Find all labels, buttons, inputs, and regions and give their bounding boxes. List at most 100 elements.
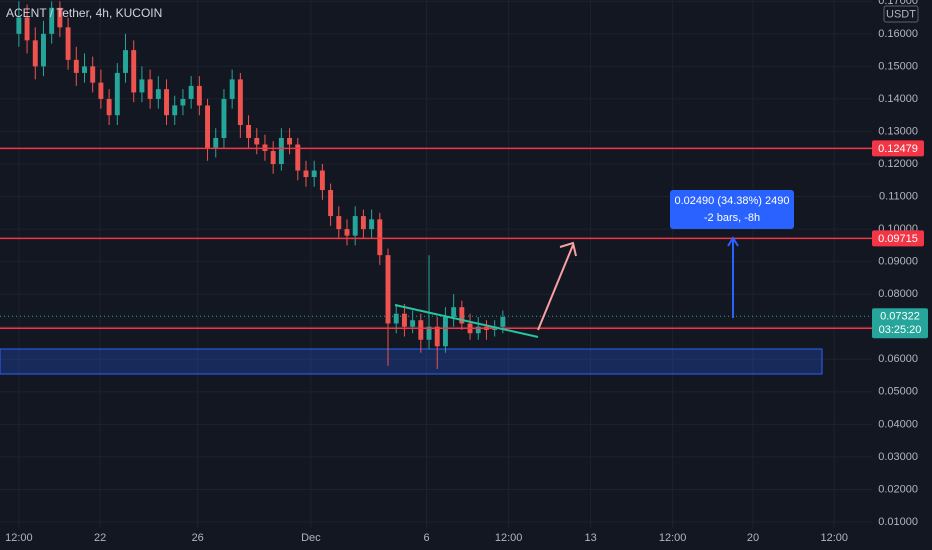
candle-body <box>352 216 358 236</box>
candle-body <box>451 307 457 317</box>
candle-body <box>426 326 432 340</box>
y-tick-label: 0.01000 <box>878 516 918 528</box>
candle-body <box>295 144 301 171</box>
candle-body <box>131 50 137 93</box>
y-tick-label: 0.08000 <box>878 288 918 300</box>
y-tick-label: 0.16000 <box>878 28 918 40</box>
candle-body <box>377 219 383 256</box>
candle-body <box>180 98 186 106</box>
x-tick-label: 22 <box>94 532 106 544</box>
currency: USDT <box>886 8 916 20</box>
candle-body <box>41 33 46 67</box>
y-tick-label: 0.15000 <box>878 60 918 72</box>
candle-body <box>287 137 293 145</box>
level-label: 0.09715 <box>878 233 918 245</box>
candle-body <box>98 82 104 99</box>
last-price-label: 0.07322 <box>880 311 920 323</box>
candle-body <box>221 98 227 138</box>
time-axis <box>0 528 872 550</box>
currency-box <box>883 5 919 23</box>
candle-body <box>24 17 30 41</box>
candle-body <box>344 229 350 236</box>
candle-body <box>90 66 96 83</box>
candle-body <box>82 66 87 73</box>
candle-body <box>172 105 178 116</box>
y-tick-label: 0.14000 <box>878 93 918 105</box>
y-tick-label: 0.02000 <box>878 483 918 495</box>
candle-body <box>459 307 465 324</box>
x-tick-label: Dec <box>301 532 321 544</box>
y-tick-label: 0.11000 <box>879 190 918 202</box>
candle-body <box>418 320 424 340</box>
x-tick-label: 20 <box>747 532 759 544</box>
y-tick-label: 0.12000 <box>878 158 918 170</box>
level-label: 0.12479 <box>878 143 918 155</box>
candle-body <box>442 316 448 347</box>
zone <box>0 348 823 375</box>
candle-body <box>311 170 317 178</box>
candle-body <box>385 255 391 324</box>
candle-body <box>147 79 153 99</box>
candle-body <box>196 85 202 106</box>
y-tick-label: 0.17000 <box>878 0 918 7</box>
candle-body <box>369 219 375 230</box>
candle-body <box>65 27 71 60</box>
candle-body <box>57 7 63 28</box>
candle-body <box>500 316 506 327</box>
candle-body <box>205 105 211 148</box>
y-tick-label: 0.13000 <box>878 125 918 137</box>
candle-body <box>401 313 407 327</box>
candle-body <box>229 79 235 99</box>
candle-body <box>49 7 55 34</box>
x-tick-label: 26 <box>192 532 204 544</box>
level-tag <box>872 140 924 157</box>
candle-body <box>139 79 145 93</box>
candle-body <box>246 124 252 138</box>
y-tick-label: 0.03000 <box>878 451 918 463</box>
candle-body <box>155 89 161 99</box>
candle-body <box>213 137 219 148</box>
candle-body <box>164 89 169 116</box>
candle-body <box>73 59 79 73</box>
x-tick-label: 12:00 <box>659 532 687 544</box>
candle-body <box>319 170 325 191</box>
x-tick-label: 12:00 <box>820 532 848 544</box>
candle-body <box>475 326 481 334</box>
candle-body <box>410 320 416 327</box>
countdown: 03:25:20 <box>879 324 922 336</box>
trend-line <box>394 304 539 338</box>
measure-box <box>670 190 794 229</box>
candle-body <box>188 85 194 99</box>
x-tick-label: 12:00 <box>495 532 523 544</box>
candle-body <box>254 137 260 145</box>
candle-body <box>106 98 112 116</box>
candle-body <box>336 216 342 230</box>
price-axis <box>872 0 932 550</box>
candle-body <box>393 313 399 324</box>
x-tick-label: 13 <box>585 532 597 544</box>
last-price-tag <box>872 308 928 339</box>
y-tick-label: 0.09000 <box>878 256 918 268</box>
candle-body <box>303 170 309 178</box>
candle-body <box>360 216 366 230</box>
candle-body <box>123 50 128 73</box>
candle-body <box>16 17 22 34</box>
candle-body <box>114 72 120 116</box>
measure-sublabel: -2 bars, -8h <box>704 212 760 224</box>
axes: 0.01000 0.02000 0.03000 0.04000 0.05000 0.060… <box>5 0 928 544</box>
candle-body <box>434 326 440 347</box>
candle-body <box>278 137 284 165</box>
y-tick-label: 0.04000 <box>878 418 918 430</box>
candle-body <box>328 190 334 217</box>
level-tag <box>872 230 924 247</box>
candle-body <box>32 40 38 67</box>
arrow <box>537 244 574 331</box>
arrow-head <box>559 241 577 257</box>
y-tick-label: 0.06000 <box>878 353 918 365</box>
candle-body <box>237 79 243 125</box>
x-tick-label: 12:00 <box>5 532 33 544</box>
plot <box>0 1 872 370</box>
measure-label: 0.02490 (34.38%) 2490 <box>675 195 790 207</box>
